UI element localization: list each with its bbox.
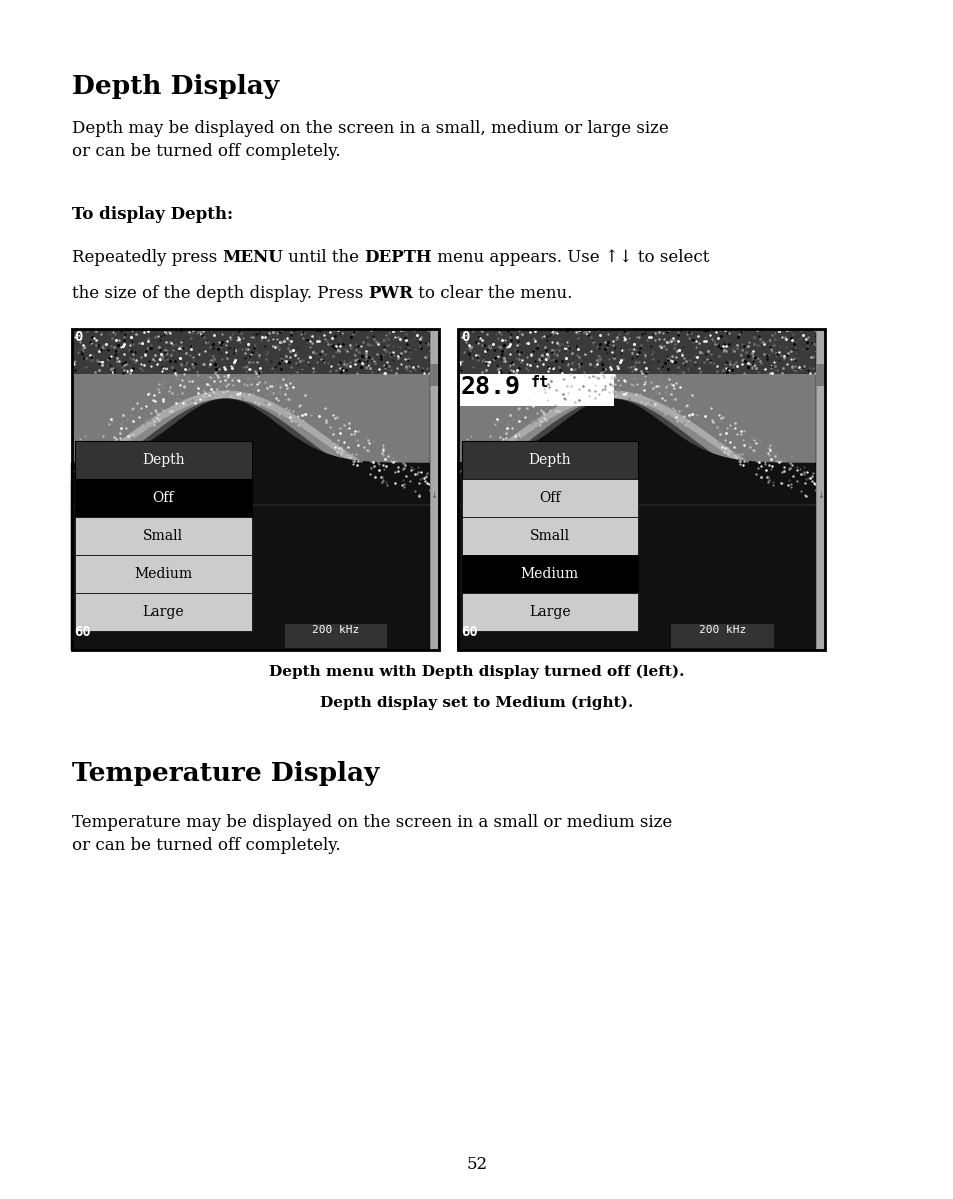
Text: Small: Small	[529, 529, 569, 543]
Text: Large: Large	[528, 604, 570, 619]
Bar	[75, 441, 252, 478]
Bar	[457, 329, 824, 374]
Polygon shape	[457, 480, 824, 505]
Bar	[459, 374, 614, 405]
Text: Temperature may be displayed on the screen in a small or medium size
or can be t: Temperature may be displayed on the scre…	[71, 814, 671, 854]
Text: Depth: Depth	[528, 453, 571, 466]
Bar	[71, 329, 438, 374]
Text: ↓: ↓	[817, 492, 823, 500]
Text: Small: Small	[143, 529, 183, 543]
Polygon shape	[71, 399, 438, 650]
Text: Depth: Depth	[142, 453, 185, 466]
Text: MENU: MENU	[222, 249, 283, 266]
Text: Depth may be displayed on the screen in a small, medium or large size
or can be : Depth may be displayed on the screen in …	[71, 120, 668, 159]
Text: Depth display set to Medium (right).: Depth display set to Medium (right).	[320, 695, 633, 710]
Text: ft: ft	[530, 375, 548, 390]
Bar	[75, 592, 252, 631]
Polygon shape	[71, 399, 438, 650]
Text: To display Depth:: To display Depth:	[71, 206, 233, 223]
Bar	[457, 329, 824, 650]
Text: 0: 0	[460, 330, 469, 344]
Polygon shape	[71, 391, 438, 650]
Bar	[815, 363, 824, 386]
Text: to clear the menu.: to clear the menu.	[413, 285, 572, 302]
Text: menu appears. Use ↑↓ to select: menu appears. Use ↑↓ to select	[432, 249, 708, 266]
Bar	[815, 329, 824, 650]
Text: 200 kHz: 200 kHz	[698, 625, 745, 635]
Bar	[670, 623, 773, 649]
Text: Repeatedly press: Repeatedly press	[71, 249, 222, 266]
Bar	[461, 555, 638, 592]
Text: Medium: Medium	[134, 567, 193, 580]
Text: 60: 60	[74, 625, 91, 639]
Text: 52: 52	[466, 1156, 487, 1173]
Text: Depth menu with Depth display turned off (left).: Depth menu with Depth display turned off…	[269, 664, 684, 679]
Polygon shape	[457, 391, 824, 650]
Bar	[75, 478, 252, 517]
Bar	[461, 517, 638, 555]
Polygon shape	[457, 399, 824, 650]
Polygon shape	[71, 399, 438, 650]
Text: ↓: ↓	[431, 492, 437, 500]
Text: 28.9: 28.9	[460, 375, 520, 399]
Polygon shape	[457, 486, 824, 505]
Polygon shape	[71, 474, 438, 505]
Polygon shape	[457, 399, 824, 650]
Text: Large: Large	[142, 604, 184, 619]
Text: until the: until the	[283, 249, 364, 266]
Text: Depth Display: Depth Display	[71, 74, 278, 100]
Text: Off: Off	[152, 490, 174, 505]
Bar	[429, 329, 438, 650]
Bar	[457, 621, 824, 650]
Polygon shape	[71, 480, 438, 505]
Bar	[457, 329, 824, 650]
Polygon shape	[457, 399, 824, 650]
Bar	[75, 517, 252, 555]
Bar	[75, 555, 252, 592]
Bar	[461, 478, 638, 517]
Text: Off: Off	[538, 490, 560, 505]
Polygon shape	[457, 474, 824, 505]
Text: Temperature Display: Temperature Display	[71, 761, 378, 787]
Bar	[461, 592, 638, 631]
Bar	[284, 623, 387, 649]
Text: the size of the depth display. Press: the size of the depth display. Press	[71, 285, 368, 302]
Text: Medium: Medium	[520, 567, 578, 580]
Bar	[71, 621, 438, 650]
Text: 60: 60	[460, 625, 477, 639]
Polygon shape	[71, 486, 438, 505]
Bar	[429, 363, 438, 386]
Bar	[71, 329, 438, 650]
Text: PWR: PWR	[368, 285, 413, 302]
Bar	[461, 441, 638, 478]
Text: DEPTH: DEPTH	[364, 249, 432, 266]
Text: 0: 0	[74, 330, 83, 344]
Text: 200 kHz: 200 kHz	[312, 625, 359, 635]
Bar	[71, 329, 438, 650]
